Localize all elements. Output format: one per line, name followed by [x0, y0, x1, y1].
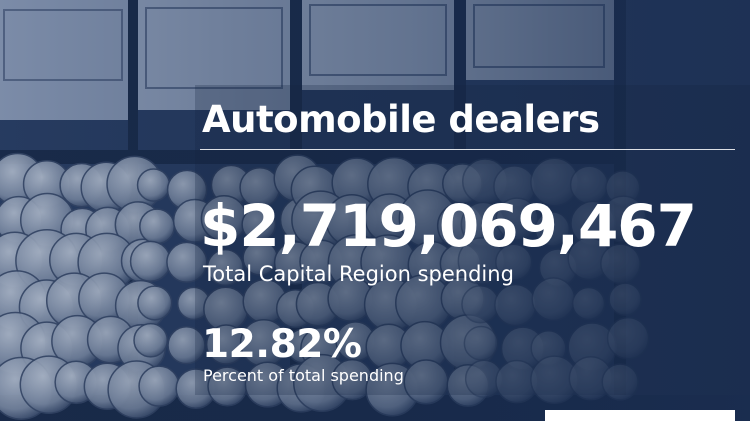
- divider-line: [200, 149, 735, 150]
- stat-label: Percent of total spending: [203, 366, 404, 385]
- stat-value: $2,719,069,467: [200, 192, 697, 260]
- title: Automobile dealers: [202, 98, 600, 141]
- corner-tab: [545, 410, 735, 421]
- stat-label: Total Capital Region spending: [203, 262, 514, 286]
- stat-value: 12.82%: [202, 322, 362, 367]
